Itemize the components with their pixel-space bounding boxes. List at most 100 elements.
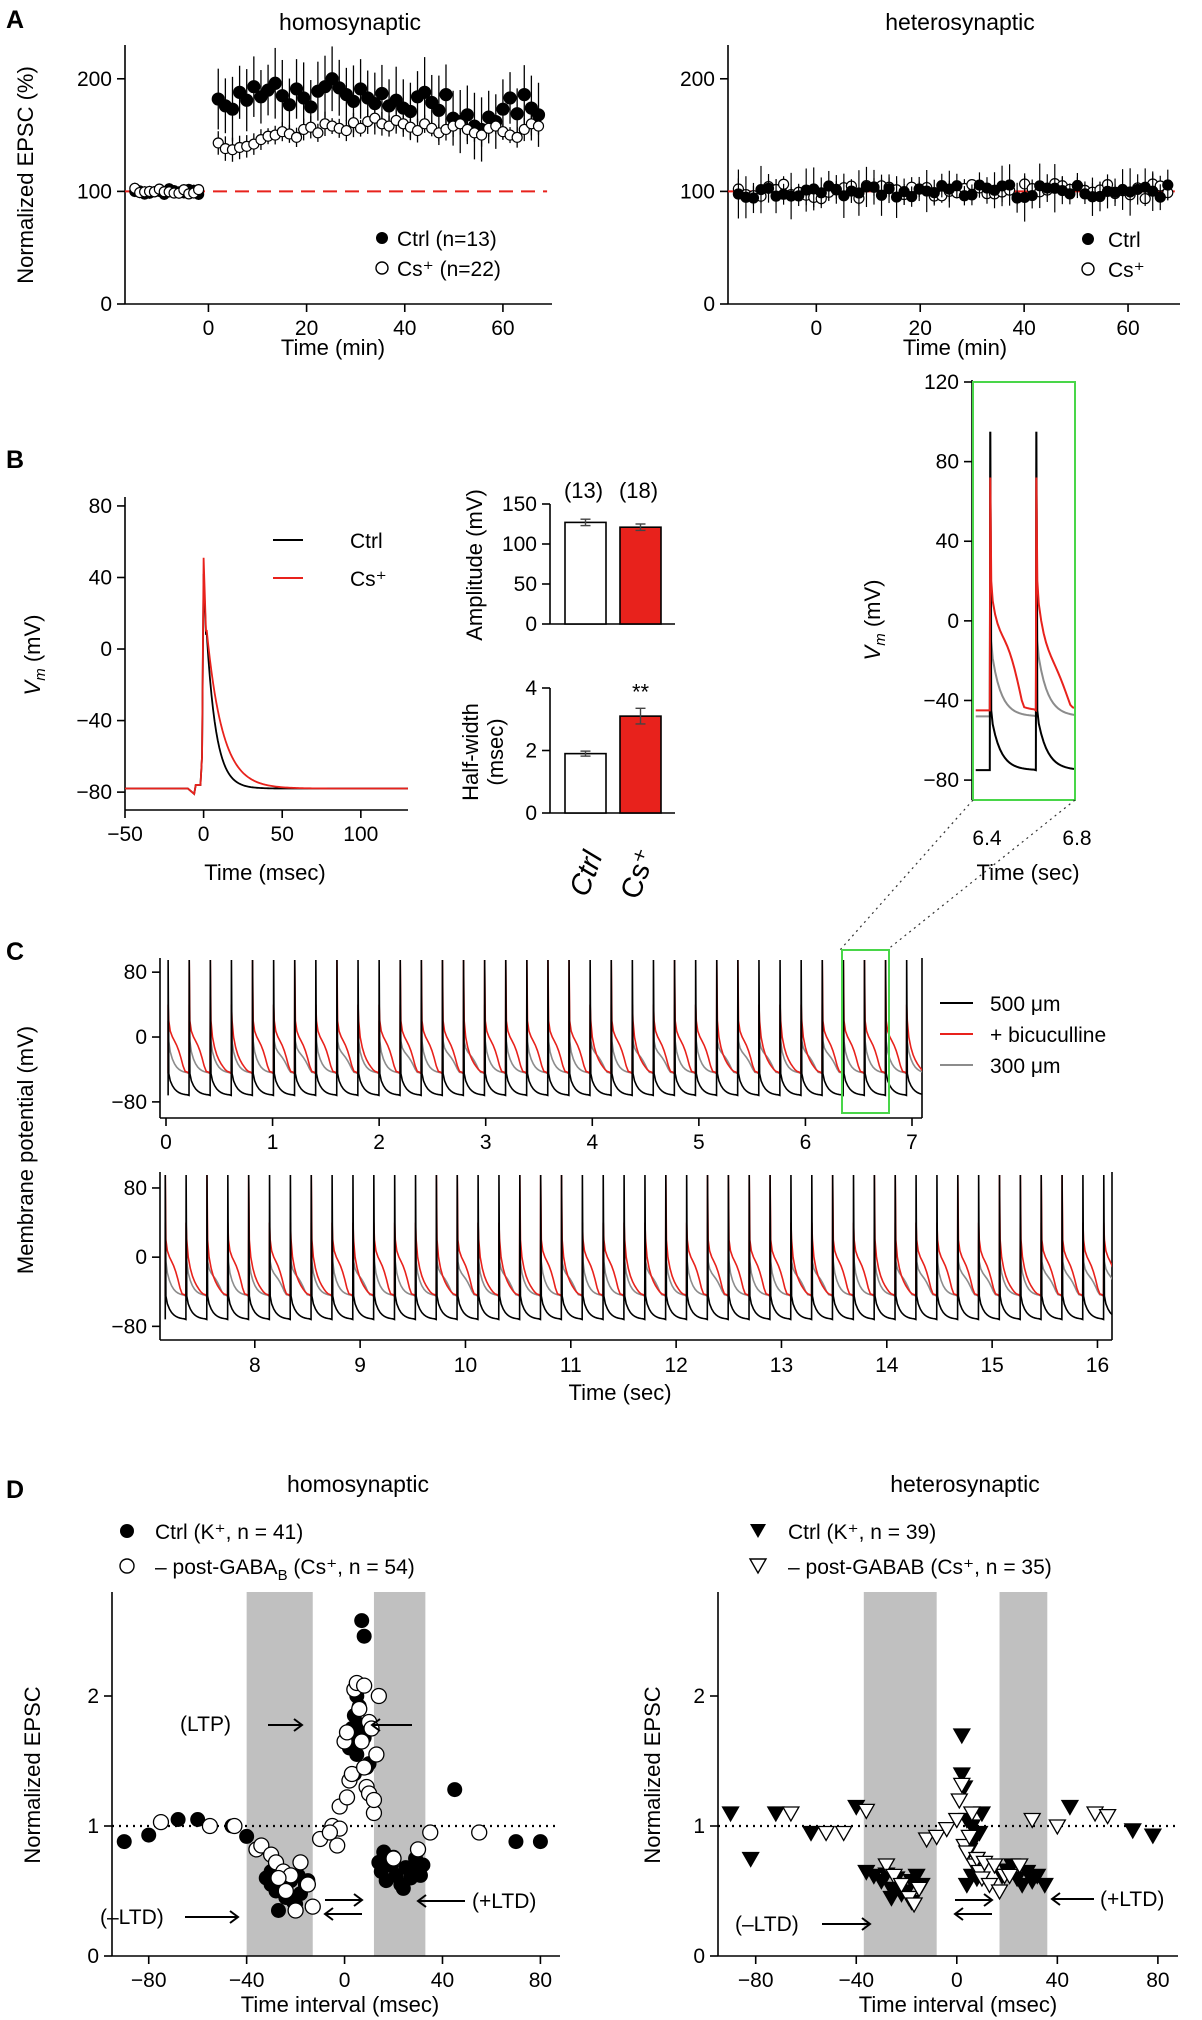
chart-d2-annotation-minus-ltd: (–LTD) bbox=[735, 1913, 799, 1936]
b3-ytick-label-2: 4 bbox=[525, 677, 537, 700]
chart-d1-homosynaptic: homosynaptic Ctrl (K⁺, n = 41) – post-GA… bbox=[20, 1471, 560, 2017]
b4-ytick-label-2: 0 bbox=[947, 610, 959, 633]
b1-ytick-label-2: 0 bbox=[100, 638, 112, 661]
chart-d1-xlabel: Time interval (msec) bbox=[241, 1992, 439, 2017]
chart-d2-shaded-windows bbox=[863, 1592, 1048, 1956]
chart-d2-x-ticks: −80 −40 0 40 80 bbox=[738, 1956, 1170, 1992]
c1-ytick-label-1: 0 bbox=[135, 1026, 147, 1049]
d2-s1-point-12 bbox=[937, 1821, 956, 1838]
a2-s0-point-11 bbox=[815, 187, 827, 199]
chart-c-bottom-x-ticks: 8 9 10 11 12 13 14 15 16 bbox=[249, 1340, 1109, 1377]
chart-c-legend-300um: 300 μm bbox=[990, 1055, 1060, 1078]
b2-n-label-0: (13) bbox=[564, 478, 603, 503]
c2-xtick-label-6: 14 bbox=[875, 1354, 899, 1377]
d2-s1-point-11 bbox=[927, 1829, 946, 1846]
chart-d2-legend-ctrl-marker bbox=[750, 1524, 766, 1538]
chart-b2-bars: (13) (18) bbox=[564, 478, 662, 625]
chart-b4-zoom: −80 −40 0 40 80 120 6.4 6.8 Time (sec) Vm (mV… bbox=[839, 371, 1092, 951]
d1-s1-point-1 bbox=[201, 1817, 219, 1835]
d2-s1-point-32 bbox=[1048, 1819, 1067, 1836]
chart-b3-ylabel-unit: (msec) bbox=[483, 718, 508, 785]
d2-xtick-label-4: 80 bbox=[1146, 1969, 1169, 1992]
a2-s0-point-13 bbox=[830, 183, 842, 195]
chart-b1-ylabel-sub: m bbox=[32, 668, 49, 681]
c2-xtick-label-0: 8 bbox=[249, 1354, 261, 1377]
chart-d1-arrow-minus-ltd bbox=[185, 1910, 240, 1924]
chart-d1-legend-gaba-marker bbox=[119, 1558, 135, 1574]
d1-ytick-label-1: 1 bbox=[87, 1815, 99, 1838]
chart-d1-points bbox=[116, 1613, 548, 1919]
a1-ytick-label-1: 100 bbox=[77, 180, 112, 203]
d1-s0-point-52 bbox=[508, 1834, 524, 1850]
chart-d1-y-ticks: 0 1 2 bbox=[87, 1685, 112, 1968]
b2-ytick-label-1: 50 bbox=[514, 573, 537, 596]
b1-ytick-label-4: 80 bbox=[89, 495, 112, 518]
chart-b4-xtick-1: 6.8 bbox=[1062, 827, 1091, 850]
chart-b4-ylabel-sub: m bbox=[872, 633, 889, 646]
d1-s0-point-29 bbox=[356, 1628, 372, 1644]
a2-s0-point-39 bbox=[1026, 189, 1038, 202]
d2-s1-point-29 bbox=[1000, 1868, 1019, 1885]
a2-ytick-label-2: 200 bbox=[680, 68, 715, 91]
a1-s0-point-10 bbox=[282, 98, 297, 112]
a1-s0-point-12 bbox=[297, 91, 311, 105]
d1-s1-point-17 bbox=[338, 1724, 356, 1741]
d1-s1-point-23 bbox=[353, 1733, 370, 1750]
d1-s0-point-18 bbox=[270, 1903, 286, 1918]
a2-s0-point-57 bbox=[1162, 179, 1174, 191]
d2-s1-point-9 bbox=[909, 1881, 929, 1898]
a1-s0-point-13 bbox=[304, 100, 318, 114]
d1-s0-point-50 bbox=[415, 1857, 431, 1873]
chart-b1-ylabel: Vm (mV) bbox=[20, 615, 49, 696]
d1-s1-point-33 bbox=[270, 1869, 287, 1887]
d2-s1-point-18 bbox=[960, 1829, 979, 1846]
a1-s0-point-22 bbox=[368, 96, 382, 111]
chart-d2-legend-ctrl: Ctrl (K⁺, n = 39) bbox=[788, 1521, 936, 1544]
a1-ytick-label-0: 0 bbox=[100, 293, 112, 316]
d2-s1-point-14 bbox=[950, 1793, 969, 1810]
a2-xtick-label-0: 0 bbox=[810, 317, 822, 340]
panel-label-b: B bbox=[6, 446, 24, 474]
chart-b4-ylabel: Vm (mV) bbox=[860, 580, 889, 661]
b2-n-label-1: (18) bbox=[619, 478, 658, 503]
c1-ytick-label-2: 80 bbox=[124, 961, 147, 984]
chart-a2-x-ticks: 0 20 40 60 bbox=[810, 304, 1140, 340]
chart-d1-arrow-ltp-right bbox=[370, 1718, 412, 1732]
chart-b1-ylabel-unit: (mV) bbox=[20, 615, 45, 669]
a1-s0-point-8 bbox=[268, 76, 282, 90]
chart-d1-x-ticks: −80 −40 0 40 80 bbox=[131, 1956, 552, 1992]
chart-d2-title: heterosynaptic bbox=[890, 1471, 1040, 1497]
chart-d1-arrow-plus-ltd bbox=[416, 1894, 465, 1908]
d1-s1-point-0 bbox=[152, 1813, 170, 1831]
chart-c-top-500um bbox=[167, 960, 922, 1097]
a2-xtick-label-2: 40 bbox=[1012, 317, 1035, 340]
d2-ytick-label-1: 1 bbox=[693, 1815, 705, 1838]
c1-xtick-label-4: 4 bbox=[586, 1131, 598, 1154]
chart-a2-legend-cs-marker bbox=[1081, 262, 1095, 276]
chart-b1-legend-ctrl: Ctrl bbox=[350, 530, 383, 553]
chart-d2-legend-gaba: – post-GABAB (Cs⁺, n = 35) bbox=[788, 1556, 1052, 1579]
d2-xtick-label-0: −80 bbox=[738, 1969, 774, 1992]
d1-s0-point-48 bbox=[395, 1880, 411, 1896]
b2-bar-0 bbox=[564, 521, 607, 625]
a2-ytick-label-1: 100 bbox=[680, 180, 715, 203]
d2-s0-point-19 bbox=[952, 1728, 971, 1745]
b4-ytick-label-5: 120 bbox=[924, 371, 959, 394]
a1-xtick-label-2: 40 bbox=[393, 317, 416, 340]
d2-s1-point-31 bbox=[1023, 1812, 1042, 1829]
a1-ytick-label-2: 200 bbox=[77, 68, 112, 91]
d1-s1-point-43 bbox=[321, 1824, 339, 1841]
d2-s0-point-0 bbox=[721, 1806, 740, 1823]
a1-s1-point-28 bbox=[411, 124, 424, 137]
chart-d2-ylabel: Normalized EPSC bbox=[640, 1686, 665, 1863]
a1-s0-point-16 bbox=[325, 72, 339, 86]
chart-d1-legend-gaba: – post-GABAB (Cs⁺, n = 54) bbox=[155, 1556, 415, 1584]
chart-b4-300um-trace bbox=[975, 431, 1075, 718]
panel-label-a: A bbox=[6, 6, 24, 34]
chart-b1-y-ticks: −80 −40 0 40 80 bbox=[76, 495, 125, 804]
chart-d1-annotation-plus-ltd: (+LTD) bbox=[472, 1890, 536, 1913]
d2-s0-point-43 bbox=[1143, 1828, 1162, 1845]
c1-ytick-label-0: −80 bbox=[111, 1091, 147, 1114]
b3-ytick-label-1: 2 bbox=[525, 740, 537, 763]
